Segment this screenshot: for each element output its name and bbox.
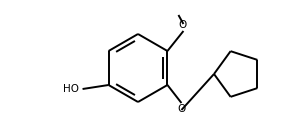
Text: O: O <box>177 104 186 114</box>
Text: O: O <box>178 20 187 30</box>
Text: HO: HO <box>63 84 78 94</box>
